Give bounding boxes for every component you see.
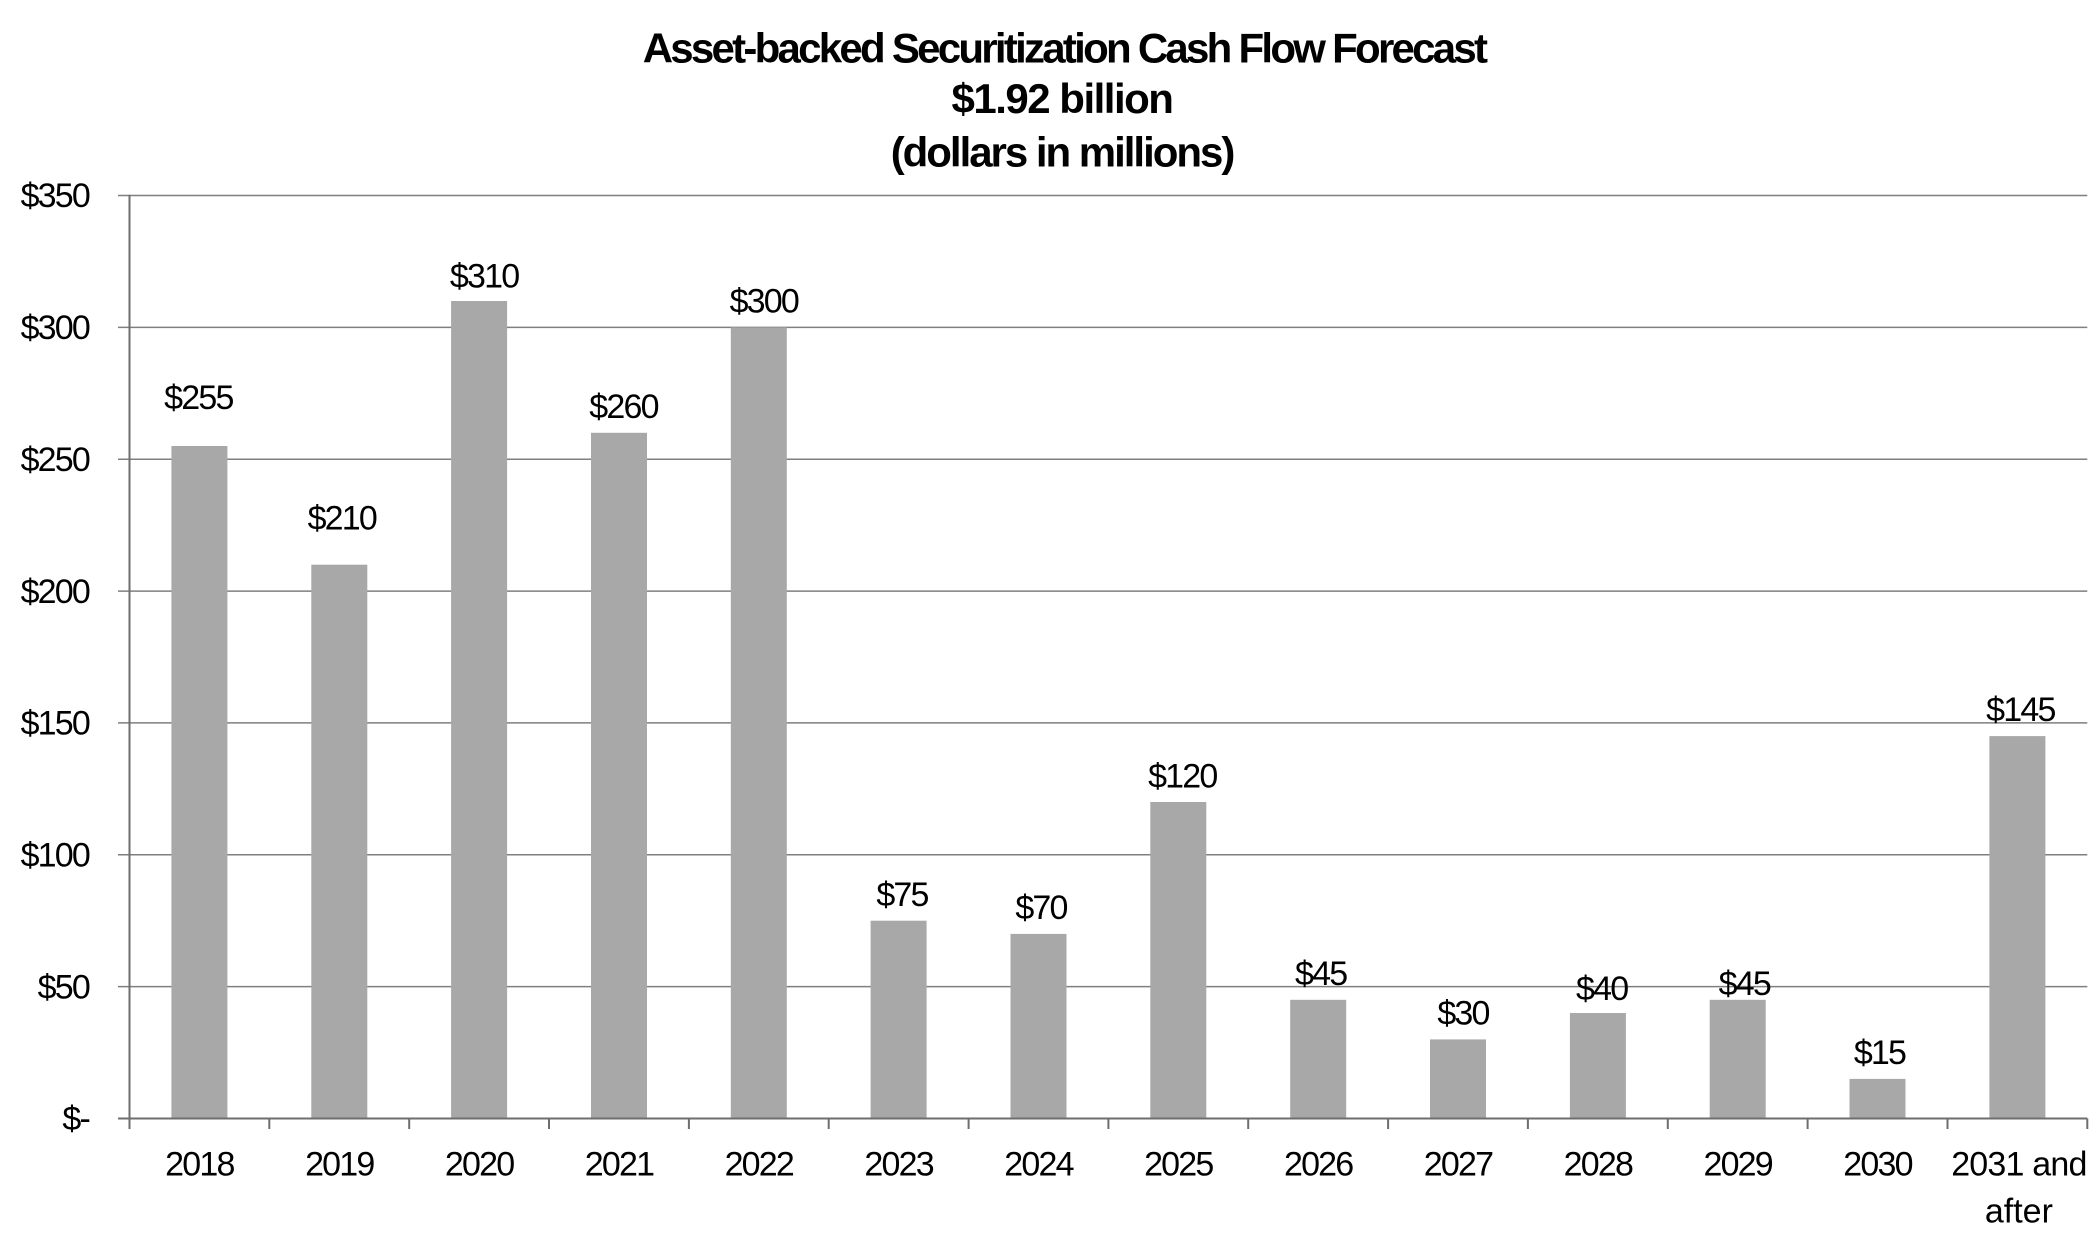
svg-text:$45: $45	[1719, 965, 1771, 1003]
svg-text:2029: 2029	[1703, 1145, 1772, 1183]
svg-text:$300: $300	[730, 282, 799, 320]
svg-text:$1.92 billion: $1.92 billion	[952, 75, 1173, 122]
svg-text:$350: $350	[21, 177, 90, 215]
svg-text:$30: $30	[1437, 994, 1489, 1032]
svg-text:$260: $260	[589, 388, 658, 426]
svg-text:$255: $255	[164, 379, 233, 417]
svg-text:2024: 2024	[1004, 1145, 1073, 1183]
svg-text:$45: $45	[1295, 955, 1347, 993]
svg-text:$150: $150	[21, 705, 90, 743]
svg-text:$200: $200	[21, 573, 90, 611]
svg-text:2022: 2022	[725, 1145, 794, 1183]
svg-text:$15: $15	[1854, 1034, 1906, 1072]
svg-text:$300: $300	[21, 309, 90, 347]
svg-text:2019: 2019	[305, 1145, 374, 1183]
svg-text:2025: 2025	[1144, 1145, 1213, 1183]
svg-text:2027: 2027	[1424, 1145, 1493, 1183]
svg-text:2020: 2020	[445, 1145, 514, 1183]
svg-text:2026: 2026	[1284, 1145, 1353, 1183]
svg-text:$75: $75	[876, 876, 928, 914]
svg-text:$100: $100	[21, 837, 90, 875]
svg-text:2028: 2028	[1564, 1145, 1633, 1183]
svg-text:$145: $145	[1986, 691, 2055, 729]
svg-text:2021: 2021	[585, 1145, 654, 1183]
svg-text:Asset-backed Securitization Ca: Asset-backed Securitization Cash Flow Fo…	[643, 25, 1488, 72]
svg-text:2023: 2023	[864, 1145, 933, 1183]
svg-text:after: after	[1985, 1192, 2053, 1230]
svg-text:$-: $-	[62, 1100, 89, 1138]
svg-text:2018: 2018	[165, 1145, 234, 1183]
svg-text:(dollars in millions): (dollars in millions)	[891, 129, 1234, 176]
svg-text:$250: $250	[21, 441, 90, 479]
svg-text:$310: $310	[450, 257, 519, 295]
svg-text:$40: $40	[1576, 970, 1628, 1008]
svg-text:2031 and: 2031 and	[1951, 1145, 2086, 1183]
svg-text:$120: $120	[1148, 757, 1217, 795]
svg-text:2030: 2030	[1843, 1145, 1912, 1183]
svg-text:$50: $50	[38, 968, 90, 1006]
svg-text:$70: $70	[1015, 889, 1067, 927]
svg-text:$210: $210	[308, 500, 377, 538]
